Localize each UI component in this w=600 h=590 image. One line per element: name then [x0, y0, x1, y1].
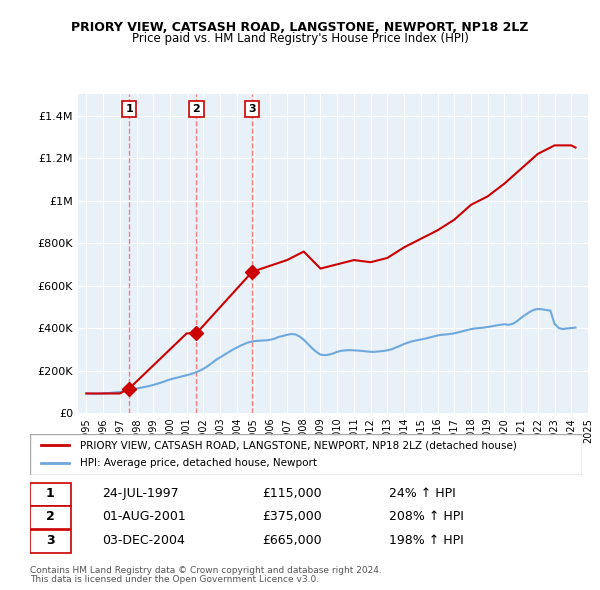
Text: 2: 2 — [193, 104, 200, 114]
Text: Contains HM Land Registry data © Crown copyright and database right 2024.: Contains HM Land Registry data © Crown c… — [30, 566, 382, 575]
Text: 24-JUL-1997: 24-JUL-1997 — [102, 487, 178, 500]
FancyBboxPatch shape — [30, 483, 71, 506]
FancyBboxPatch shape — [30, 434, 582, 475]
Text: This data is licensed under the Open Government Licence v3.0.: This data is licensed under the Open Gov… — [30, 575, 319, 584]
FancyBboxPatch shape — [30, 530, 71, 553]
Text: 3: 3 — [248, 104, 256, 114]
Text: £375,000: £375,000 — [262, 510, 322, 523]
Text: 24% ↑ HPI: 24% ↑ HPI — [389, 487, 455, 500]
Text: PRIORY VIEW, CATSASH ROAD, LANGSTONE, NEWPORT, NP18 2LZ (detached house): PRIORY VIEW, CATSASH ROAD, LANGSTONE, NE… — [80, 440, 517, 450]
Text: £115,000: £115,000 — [262, 487, 322, 500]
Text: £665,000: £665,000 — [262, 535, 322, 548]
Text: 208% ↑ HPI: 208% ↑ HPI — [389, 510, 464, 523]
Text: Price paid vs. HM Land Registry's House Price Index (HPI): Price paid vs. HM Land Registry's House … — [131, 32, 469, 45]
Text: 1: 1 — [46, 487, 55, 500]
Text: 01-AUG-2001: 01-AUG-2001 — [102, 510, 185, 523]
Text: HPI: Average price, detached house, Newport: HPI: Average price, detached house, Newp… — [80, 458, 317, 468]
Text: PRIORY VIEW, CATSASH ROAD, LANGSTONE, NEWPORT, NP18 2LZ: PRIORY VIEW, CATSASH ROAD, LANGSTONE, NE… — [71, 21, 529, 34]
Text: 1: 1 — [125, 104, 133, 114]
Text: 198% ↑ HPI: 198% ↑ HPI — [389, 535, 464, 548]
Text: 3: 3 — [46, 535, 55, 548]
FancyBboxPatch shape — [30, 506, 71, 529]
Text: 03-DEC-2004: 03-DEC-2004 — [102, 535, 185, 548]
Text: 2: 2 — [46, 510, 55, 523]
